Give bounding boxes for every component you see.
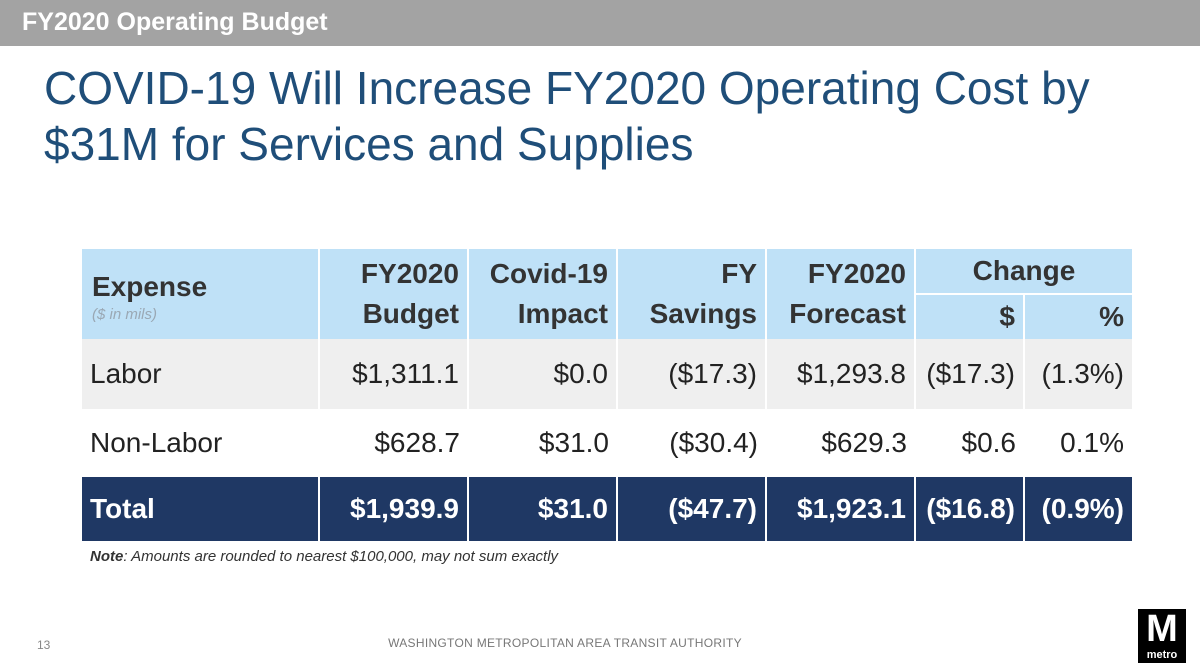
section-header-bar: FY2020 Operating Budget <box>0 0 1200 46</box>
cell-impact: $0.0 <box>467 339 617 409</box>
column-header-impact: Covid-19 Impact <box>467 249 617 339</box>
table-subheader-row: $ % <box>82 294 1132 339</box>
total-forecast: $1,923.1 <box>765 477 915 541</box>
cell-forecast: $629.3 <box>766 409 915 477</box>
cell-forecast: $1,293.8 <box>765 339 915 409</box>
cell-change-dollar: ($17.3) <box>914 339 1024 409</box>
table-note: Note: Amounts are rounded to nearest $10… <box>90 548 559 565</box>
metro-logo-icon: M metro <box>1138 609 1186 663</box>
total-budget: $1,939.9 <box>318 477 468 541</box>
row-label: Labor <box>82 339 319 409</box>
total-savings: ($47.7) <box>616 477 766 541</box>
budget-table: Expense ($ in mils) FY2020 Budget Covid-1… <box>82 249 1132 541</box>
column-header-budget: FY2020 Budget <box>318 249 468 339</box>
column-header-expense: Expense ($ in mils) <box>82 249 319 339</box>
cell-savings: ($30.4) <box>617 409 766 477</box>
table-header-row: Expense ($ in mils) FY2020 Budget Covid-1… <box>82 249 1132 339</box>
cell-budget: $1,311.1 <box>318 339 468 409</box>
footer-organization: WASHINGTON METROPOLITAN AREA TRANSIT AUT… <box>388 636 742 650</box>
table-row: Non-Labor $628.7 $31.0 ($30.4) $629.3 $0… <box>82 409 1132 477</box>
column-header-change: Change <box>914 249 1132 295</box>
column-header-change-pct: % <box>1023 294 1132 339</box>
total-impact: $31.0 <box>467 477 617 541</box>
cell-change-pct: (1.3%) <box>1023 339 1132 409</box>
slide-title: COVID-19 Will Increase FY2020 Operating … <box>44 62 1090 170</box>
total-change-pct: (0.9%) <box>1023 477 1132 541</box>
cell-savings: ($17.3) <box>616 339 766 409</box>
units-note: ($ in mils) <box>92 306 158 323</box>
table-row: Labor $1,311.1 $0.0 ($17.3) $1,293.8 ($1… <box>82 339 1132 409</box>
row-label: Non-Labor <box>82 409 319 477</box>
column-header-savings: FY Savings <box>616 249 766 339</box>
cell-budget: $628.7 <box>319 409 468 477</box>
total-label: Total <box>82 477 319 541</box>
cell-impact: $31.0 <box>468 409 617 477</box>
page-number: 13 <box>37 638 51 652</box>
section-title: FY2020 Operating Budget <box>22 8 328 36</box>
total-change-dollar: ($16.8) <box>914 477 1024 541</box>
cell-change-pct: 0.1% <box>1024 409 1132 477</box>
total-row: Total $1,939.9 $31.0 ($47.7) $1,923.1 ($… <box>82 477 1132 541</box>
cell-change-dollar: $0.6 <box>915 409 1024 477</box>
column-header-forecast: FY2020 Forecast <box>765 249 915 339</box>
column-header-change-dollar: $ <box>914 294 1024 339</box>
